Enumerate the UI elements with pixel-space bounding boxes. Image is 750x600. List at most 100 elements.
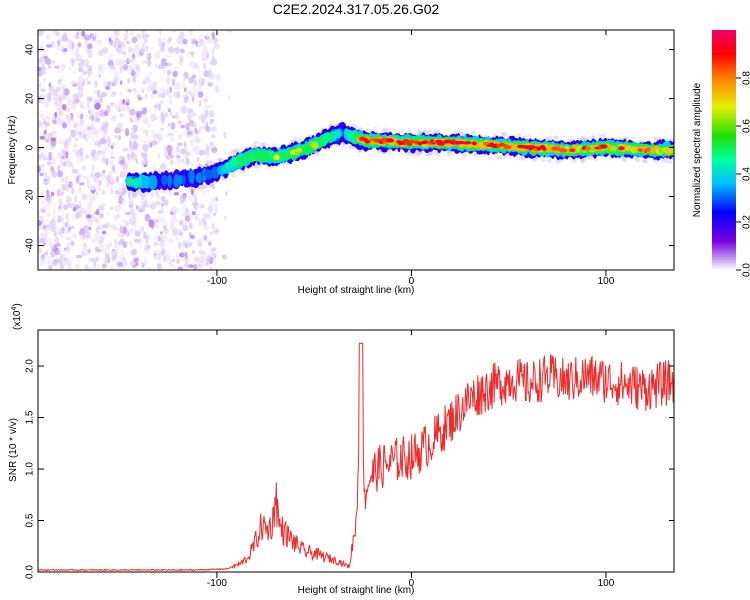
noise-speck xyxy=(113,170,117,174)
noise-speck xyxy=(94,116,98,123)
noise-speck xyxy=(62,122,68,129)
noise-speck xyxy=(77,174,82,178)
ridge-cell xyxy=(471,141,477,146)
noise-speck xyxy=(118,182,125,188)
noise-speck xyxy=(189,92,196,98)
ridge-cell xyxy=(143,175,151,189)
halo-speck xyxy=(598,133,604,138)
noise-speck xyxy=(132,74,135,82)
halo-speck xyxy=(497,155,503,160)
noise-speck xyxy=(50,146,55,150)
noise-speck xyxy=(78,66,84,73)
halo-speck xyxy=(218,157,223,162)
snr-frame xyxy=(37,329,675,573)
noise-speck xyxy=(109,39,114,46)
noise-speck xyxy=(70,240,75,246)
noise-speck xyxy=(215,196,219,202)
noise-speck xyxy=(78,147,84,156)
noise-speck xyxy=(110,79,116,88)
noise-speck xyxy=(170,122,176,130)
noise-speck xyxy=(88,193,94,200)
noise-speck xyxy=(70,241,76,248)
noise-speck xyxy=(108,170,112,179)
y-tick-label: 1.0 xyxy=(25,462,36,476)
halo-speck xyxy=(525,133,531,138)
noise-speck xyxy=(87,126,92,131)
halo-speck xyxy=(259,141,264,146)
noise-speck xyxy=(57,170,64,178)
noise-speck xyxy=(77,156,83,160)
noise-speck xyxy=(130,57,138,65)
noise-speck xyxy=(209,120,213,125)
noise-speck xyxy=(153,104,160,109)
noise-speck xyxy=(186,254,191,262)
noise-speck xyxy=(40,209,47,213)
noise-speck xyxy=(43,101,49,109)
noise-speck xyxy=(113,70,119,77)
svg-text:(x104): (x104) xyxy=(11,303,23,330)
noise-speck xyxy=(215,73,221,82)
noise-speck xyxy=(41,200,45,204)
noise-speck xyxy=(168,36,172,43)
halo-speck xyxy=(579,159,585,164)
noise-speck xyxy=(51,171,58,178)
noise-speck xyxy=(119,233,125,238)
noise-speck xyxy=(201,117,205,124)
noise-speck xyxy=(98,49,104,56)
noise-speck xyxy=(40,214,44,222)
noise-speck xyxy=(132,75,137,84)
noise-speck xyxy=(145,45,149,52)
noise-speck xyxy=(81,252,84,257)
noise-speck xyxy=(160,114,165,122)
colorbar-tick-label: 0.8 xyxy=(742,71,750,85)
noise-speck xyxy=(47,237,51,245)
noise-speck xyxy=(101,255,107,263)
noise-speck xyxy=(71,187,75,195)
noise-speck xyxy=(204,262,210,267)
noise-speck xyxy=(38,83,43,88)
noise-speck xyxy=(194,197,198,202)
noise-speck xyxy=(209,110,215,118)
noise-speck xyxy=(162,61,166,69)
noise-speck xyxy=(198,163,203,168)
ridge-cell xyxy=(128,178,135,186)
noise-speck xyxy=(137,96,143,101)
noise-speck xyxy=(168,108,171,113)
noise-speck xyxy=(167,62,172,67)
noise-speck xyxy=(200,258,207,264)
snr-multiplier-exponent: 4 xyxy=(11,307,18,311)
noise-speck xyxy=(40,206,46,213)
noise-speck xyxy=(78,62,85,69)
halo-speck xyxy=(236,148,242,153)
noise-speck xyxy=(183,163,190,172)
noise-speck xyxy=(91,163,95,172)
noise-speck xyxy=(120,248,124,256)
halo-speck xyxy=(222,178,227,183)
noise-speck xyxy=(135,158,139,164)
noise-speck xyxy=(201,190,206,198)
noise-speck xyxy=(82,243,88,251)
halo-speck xyxy=(365,128,371,133)
noise-speck xyxy=(197,264,201,270)
noise-speck xyxy=(166,248,170,257)
halo-speck xyxy=(483,133,489,138)
ridge-cell xyxy=(386,138,395,143)
noise-speck xyxy=(107,52,114,61)
noise-speck xyxy=(189,194,194,202)
halo-speck xyxy=(219,176,225,181)
noise-speck xyxy=(135,110,142,118)
noise-speck xyxy=(188,130,194,137)
noise-speck xyxy=(83,39,88,46)
noise-speck xyxy=(143,258,148,265)
halo-speck xyxy=(266,166,272,170)
noise-speck xyxy=(213,212,217,217)
noise-speck xyxy=(71,168,79,174)
noise-speck xyxy=(155,130,162,135)
noise-speck xyxy=(82,193,88,201)
halo-speck xyxy=(456,130,462,135)
y-tick-label: 0.5 xyxy=(25,513,36,527)
noise-speck xyxy=(177,266,184,270)
halo-speck xyxy=(638,139,644,144)
noise-speck xyxy=(122,241,128,249)
noise-speck xyxy=(173,66,180,71)
